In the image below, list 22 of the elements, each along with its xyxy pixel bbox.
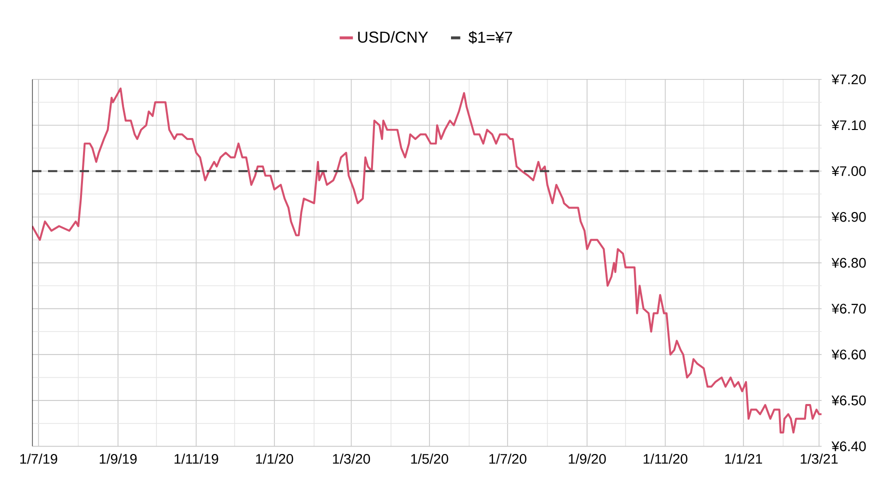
- y-tick-label: ¥7.20: [832, 74, 866, 84]
- legend-label: $1=¥7: [468, 31, 512, 44]
- y-tick-label: ¥7.00: [832, 166, 866, 176]
- x-tick-label: 1/3/21: [800, 454, 838, 464]
- x-tick-label: 1/7/20: [489, 454, 526, 464]
- x-tick-label: 1/9/20: [568, 454, 606, 464]
- y-tick-label: ¥6.80: [832, 258, 866, 268]
- x-tick-label: 1/5/20: [411, 454, 448, 464]
- x-tick-label: 1/9/19: [100, 454, 137, 464]
- y-tick-label: ¥6.40: [832, 441, 866, 452]
- y-tick-label: ¥6.50: [832, 396, 866, 406]
- x-tick-label: 1/1/21: [725, 454, 762, 464]
- x-tick-label: 1/7/19: [20, 454, 58, 464]
- x-tick-label: 1/11/19: [174, 454, 218, 464]
- x-tick-label: 1/11/20: [644, 454, 688, 464]
- x-tick-label: 1/3/20: [333, 454, 370, 464]
- legend-label: USD/CNY: [358, 31, 428, 43]
- y-tick-label: ¥6.60: [832, 350, 866, 360]
- x-tick-label: 1/1/20: [256, 454, 294, 464]
- y-tick-label: ¥6.90: [832, 212, 866, 222]
- y-tick-label: ¥6.70: [832, 304, 866, 314]
- y-tick-label: ¥7.10: [832, 120, 866, 130]
